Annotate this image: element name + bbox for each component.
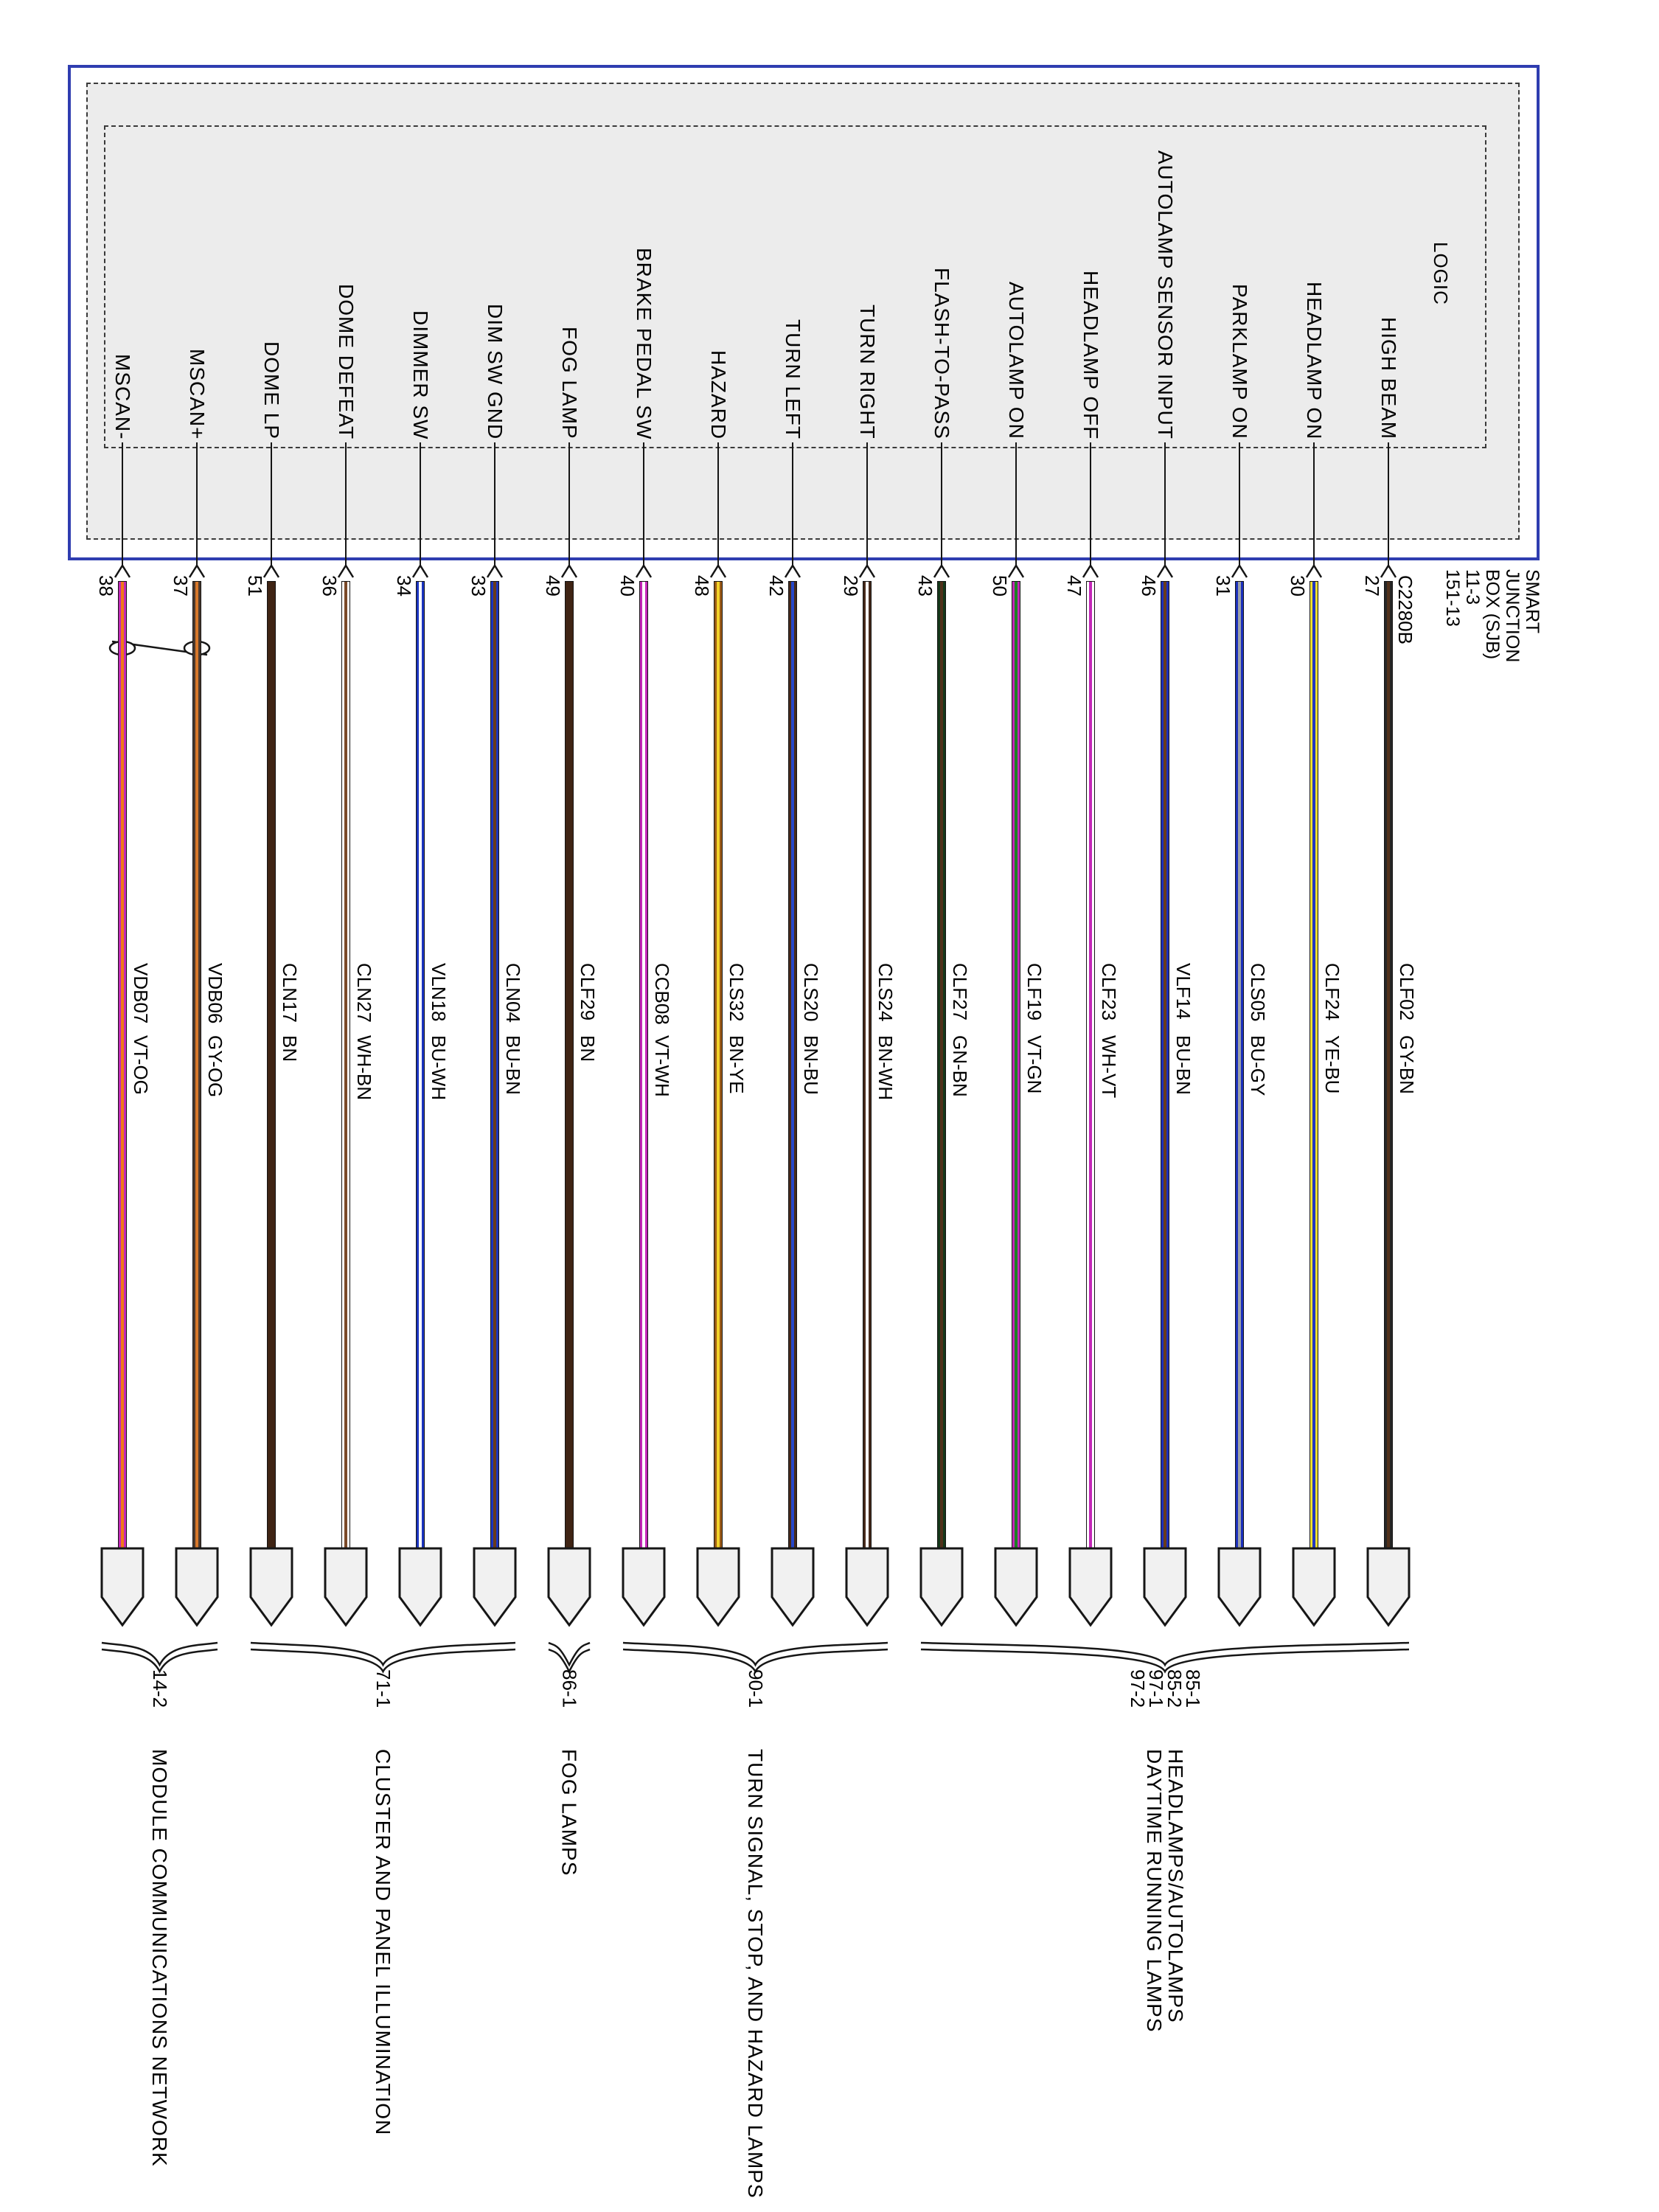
sjb-title: SMART JUNCTION BOX (SJB) 11-3 151-13 xyxy=(1442,569,1543,663)
group-ref-numbers: 85-1 85-2 97-1 97-2 xyxy=(1127,1669,1204,1708)
brace-icon xyxy=(101,1641,218,1674)
group-name: CLUSTER AND PANEL ILLUMINATION xyxy=(372,1749,394,2136)
brace-icon xyxy=(548,1641,591,1674)
group-ref-numbers: 90-1 xyxy=(745,1669,767,1708)
brace-icon xyxy=(250,1641,516,1674)
group-ref-numbers: 86-1 xyxy=(558,1669,581,1708)
sjb-shaded-area xyxy=(86,83,1520,540)
group-ref-numbers: 71-1 xyxy=(372,1669,394,1708)
sjb-outer-box xyxy=(68,65,1540,560)
group-name: TURN SIGNAL, STOP, AND HAZARD LAMPS xyxy=(744,1749,767,2199)
group-ref-numbers: 14-2 xyxy=(149,1669,171,1708)
logic-label: LOGIC xyxy=(1430,242,1452,305)
connector-id-label: C2280B xyxy=(1394,575,1416,644)
group-name: MODULE COMMUNICATIONS NETWORK xyxy=(148,1749,171,2167)
brace-icon xyxy=(622,1641,888,1674)
group-name: HEADLAMPS/AUTOLAMPS DAYTIME RUNNING LAMP… xyxy=(1143,1749,1187,2033)
logic-box xyxy=(104,125,1486,448)
group-name: FOG LAMPS xyxy=(557,1749,581,1877)
brace-icon xyxy=(920,1641,1410,1674)
